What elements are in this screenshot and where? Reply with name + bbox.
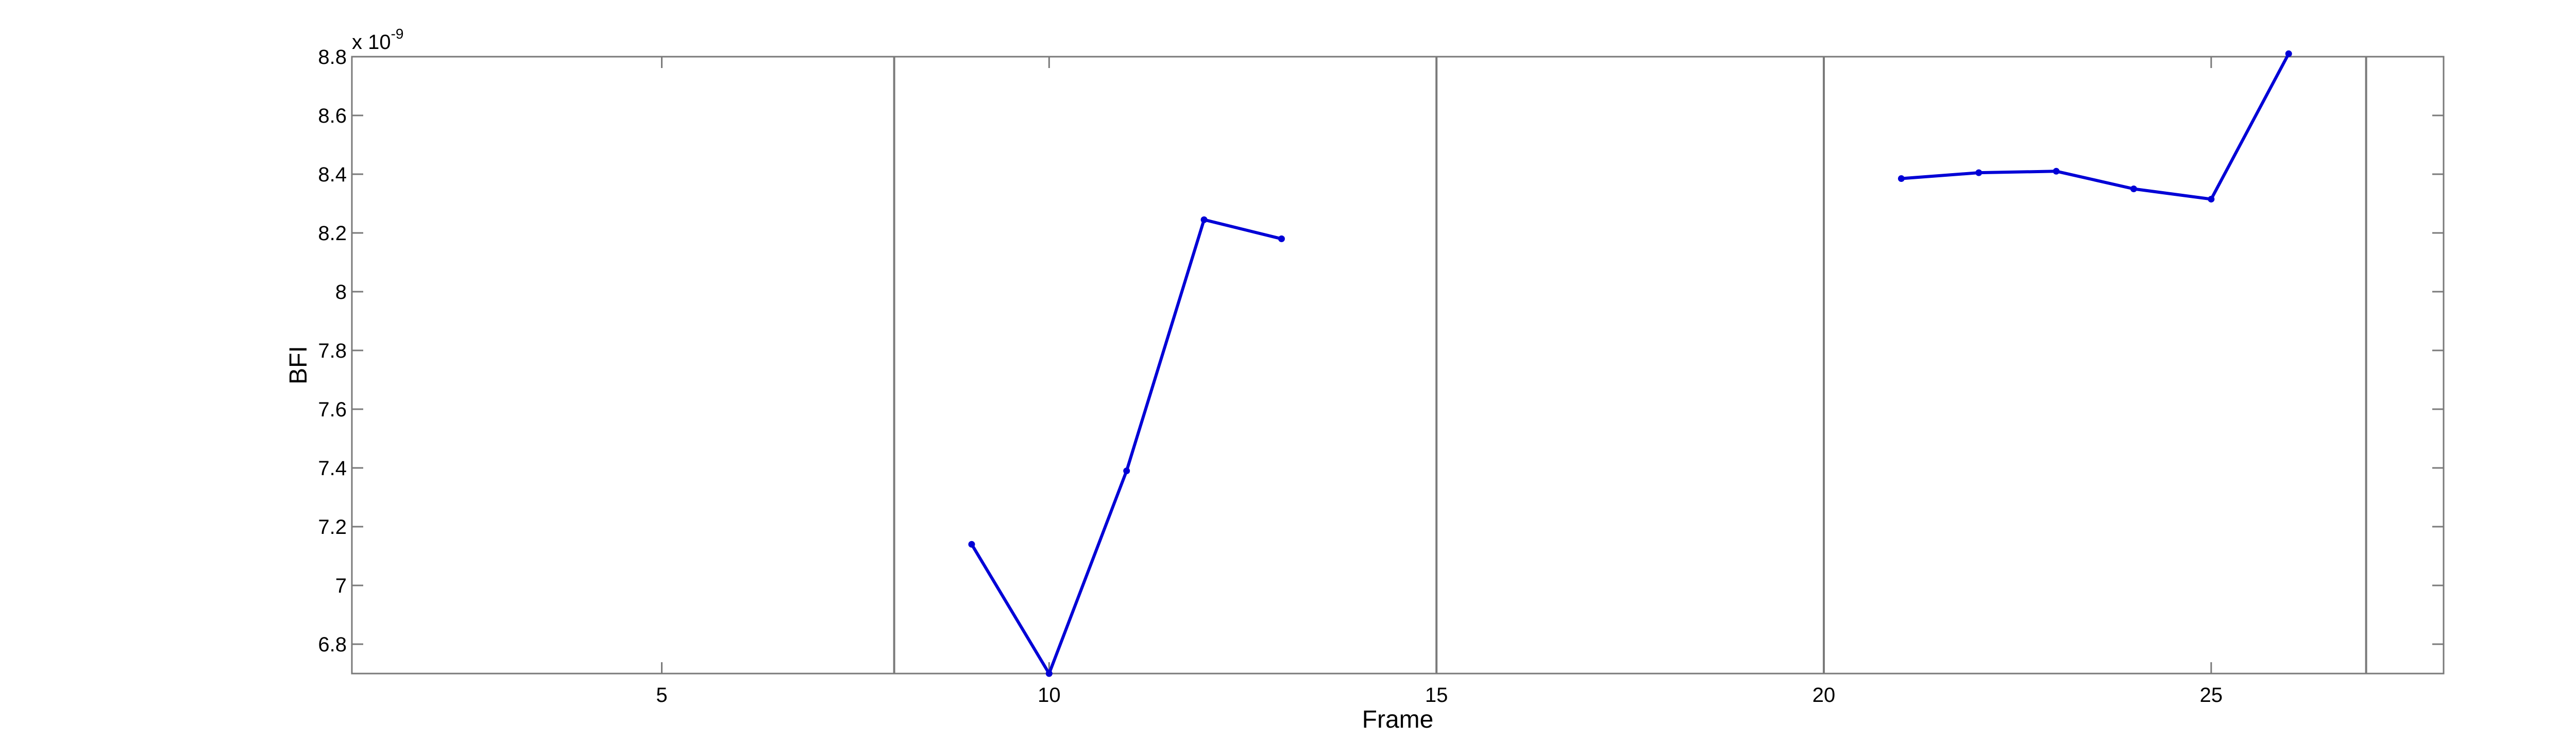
x-tick-labels: 5 10 15 20 25: [656, 684, 2223, 707]
series-line-segment: [1125, 218, 1206, 473]
data-point: [1278, 235, 1285, 242]
y-tick-label: 6.8: [318, 633, 347, 656]
exponent-power: -9: [391, 26, 404, 42]
vertical-markers: [893, 57, 2367, 674]
y-tick-label: 7: [335, 575, 347, 597]
y-axis-exponent: x 10-9: [352, 26, 404, 54]
y-tick-label: 8.6: [318, 105, 347, 127]
data-point: [1123, 467, 1130, 475]
data-series: [968, 50, 2292, 677]
data-point: [2285, 50, 2292, 57]
x-axis-label: Frame: [1362, 706, 1434, 733]
data-point: [1975, 169, 1982, 176]
exponent-base: x 10: [352, 31, 391, 54]
data-point: [2053, 167, 2060, 175]
data-point: [968, 541, 975, 548]
y-tick-label: 8.8: [318, 46, 347, 69]
axis-ticks: [352, 56, 2444, 674]
series-line-segment: [1977, 170, 2058, 175]
data-point: [1045, 670, 1053, 677]
data-point: [1897, 175, 1905, 182]
series-line-segment: [1047, 469, 1128, 675]
x-tick-label: 5: [656, 684, 667, 707]
plot-area-frame: [351, 56, 2445, 675]
x-tick-label: 15: [1425, 684, 1448, 707]
data-point: [1200, 216, 1208, 223]
y-tick-label: 8.4: [318, 163, 347, 186]
series-line-segment: [1202, 218, 1283, 241]
y-tick-label: 7.2: [318, 516, 347, 539]
series-line-segment: [2209, 52, 2291, 201]
y-tick-label: 8: [335, 281, 347, 304]
x-tick-label: 25: [2200, 684, 2223, 707]
x-tick-label: 10: [1038, 684, 1061, 707]
y-tick-labels: 6.8 7 7.2 7.4 7.6 7.8 8 8.2 8.4 8.6 8.8: [318, 46, 347, 656]
x-tick-label: 20: [1812, 684, 1836, 707]
series-line-segment: [1900, 171, 1980, 180]
data-point: [2208, 195, 2215, 203]
series-line-segment: [970, 543, 1051, 675]
y-tick-label: 7.4: [318, 457, 347, 480]
y-tick-label: 7.8: [318, 340, 347, 362]
y-tick-label: 8.2: [318, 222, 347, 245]
series-line-segment: [2132, 187, 2213, 201]
series-line-segment: [2055, 170, 2136, 191]
data-point: [2130, 186, 2138, 192]
y-tick-label: 7.6: [318, 398, 347, 421]
y-axis-label: BFI: [285, 346, 312, 384]
